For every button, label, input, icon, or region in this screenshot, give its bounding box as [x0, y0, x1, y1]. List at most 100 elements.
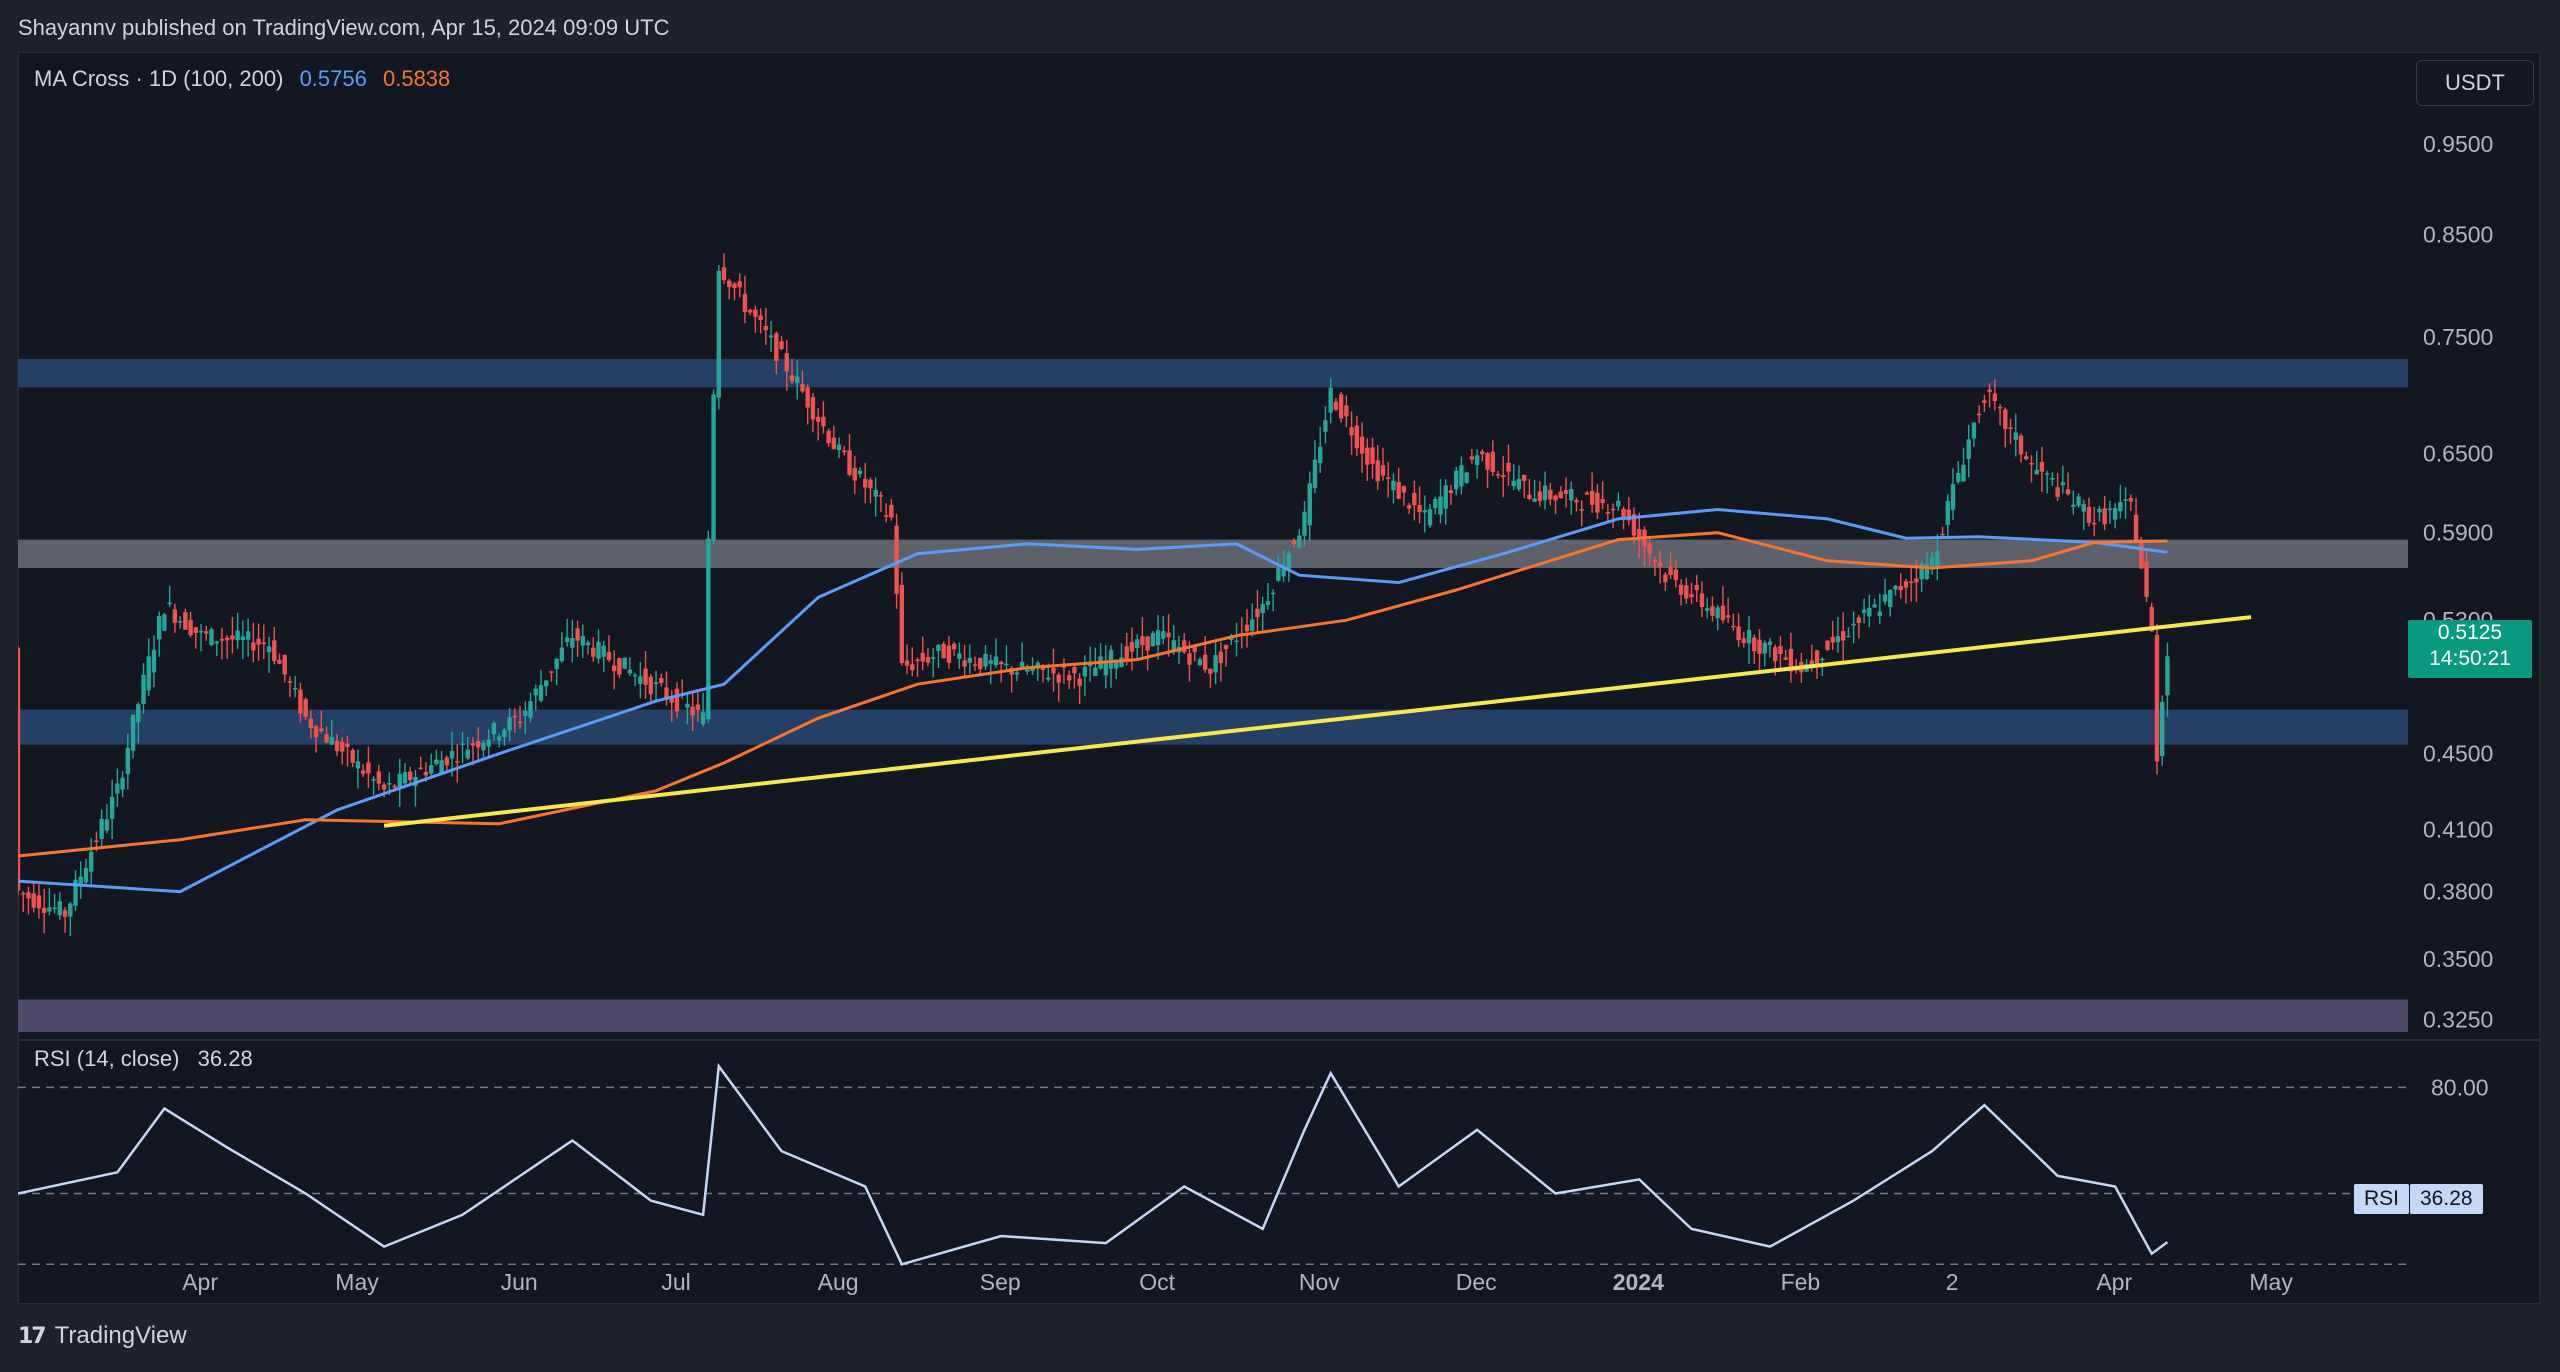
time-tick-label: Nov	[1299, 1269, 1340, 1295]
candle-body	[1825, 640, 1830, 650]
candle-body	[585, 642, 591, 646]
time-tick-label: Jun	[501, 1269, 538, 1295]
candle-body	[1772, 647, 1778, 662]
candle-body	[21, 892, 26, 895]
candle-body	[1553, 495, 1558, 501]
candle-body	[507, 717, 512, 731]
candles-layer	[18, 253, 2170, 937]
candle-body	[251, 642, 256, 651]
ma-fast-value: 0.5756	[299, 66, 367, 91]
candle-body	[1270, 592, 1276, 595]
chart-area[interactable]	[18, 52, 2540, 1304]
candle-body	[1061, 666, 1067, 668]
candle-body	[533, 688, 538, 696]
candle-body	[1867, 607, 1872, 617]
candle-body	[2071, 504, 2076, 507]
candle-body	[544, 680, 549, 687]
candle-body	[256, 638, 261, 645]
candle-body	[1501, 475, 1506, 478]
candle-body	[826, 430, 831, 444]
candle-body	[141, 674, 146, 704]
candle-body	[277, 659, 282, 664]
candle-body	[1433, 499, 1438, 509]
candle-body	[52, 907, 57, 910]
candle-body	[706, 538, 711, 720]
candle-body	[1563, 490, 1569, 494]
candle-body	[1030, 667, 1035, 671]
candle-body	[517, 721, 523, 724]
ma-cross-legend[interactable]: MA Cross · 1D (100, 200) 0.5756 0.5838	[34, 66, 450, 92]
candle-body	[1066, 675, 1072, 681]
candle-body	[847, 450, 852, 475]
candle-body	[1134, 639, 1140, 649]
candle-body	[1992, 393, 1998, 402]
candle-body	[1093, 667, 1098, 676]
price-chart-canvas[interactable]: 0.95000.85000.75000.65000.59000.53000.45…	[18, 52, 2540, 1304]
candle-body	[240, 636, 246, 641]
candle-body	[1626, 509, 1631, 521]
candle-body	[758, 315, 763, 320]
candle-body	[319, 728, 324, 732]
candle-body	[313, 726, 319, 738]
ma-200-line	[18, 531, 2168, 858]
candle-body	[245, 631, 251, 640]
candle-body	[1427, 509, 1433, 526]
candle-body	[1375, 460, 1380, 482]
support-trendline	[383, 615, 2252, 828]
candle-body	[643, 668, 648, 685]
time-tick-label: Dec	[1456, 1269, 1497, 1295]
candle-body	[1443, 485, 1448, 509]
candle-body	[2013, 432, 2018, 440]
candle-body	[1668, 567, 1673, 576]
candle-body	[1746, 630, 1752, 644]
candle-body	[1391, 480, 1396, 491]
tradingview-logo-icon: 17	[18, 1323, 47, 1349]
candle-body	[1155, 630, 1161, 646]
candle-body	[998, 661, 1004, 665]
candle-body	[1820, 658, 1825, 661]
candle-body	[376, 771, 382, 784]
candle-body	[1752, 637, 1757, 652]
candle-body	[1187, 653, 1192, 665]
candle-body	[230, 635, 235, 640]
candle-body	[821, 416, 826, 427]
candle-body	[1976, 413, 1982, 416]
candle-body	[1835, 636, 1841, 643]
candle-body	[1197, 659, 1203, 666]
candle-body	[1103, 660, 1108, 676]
candle-body	[1234, 640, 1239, 643]
candle-body	[444, 757, 450, 766]
candle-body	[674, 688, 680, 712]
candle-body	[721, 267, 727, 281]
candle-body	[2034, 469, 2039, 475]
candle-body	[685, 703, 690, 708]
rsi-legend[interactable]: RSI (14, close) 36.28	[34, 1046, 253, 1072]
candle-body	[355, 761, 361, 769]
time-tick-label: 2024	[1613, 1269, 1664, 1295]
candle-body	[716, 270, 721, 398]
time-tick-label: Apr	[182, 1269, 218, 1295]
candle-body	[899, 584, 905, 663]
ma-legend-label: MA Cross · 1D (100, 200)	[34, 66, 284, 91]
candle-body	[167, 602, 172, 605]
candle-body	[1521, 474, 1527, 482]
candle-body	[2123, 499, 2128, 501]
candle-body	[1861, 609, 1867, 613]
candle-body	[868, 479, 873, 489]
candle-body	[1244, 624, 1250, 632]
price-tick-label: 0.4500	[2423, 741, 2493, 767]
tradingview-logo[interactable]: 17 TradingView	[18, 1322, 187, 1350]
candle-body	[512, 715, 518, 718]
candle-body	[496, 736, 502, 741]
candle-body	[648, 676, 654, 695]
currency-button[interactable]: USDT	[2416, 60, 2534, 106]
candle-body	[1082, 666, 1088, 677]
candle-body	[931, 657, 936, 659]
candle-body	[1171, 640, 1176, 651]
candle-body	[1150, 633, 1156, 647]
candle-body	[925, 657, 931, 663]
candle-body	[1260, 604, 1265, 613]
candle-body	[1401, 486, 1407, 493]
candle-body	[1663, 574, 1668, 583]
candle-body	[198, 630, 204, 633]
